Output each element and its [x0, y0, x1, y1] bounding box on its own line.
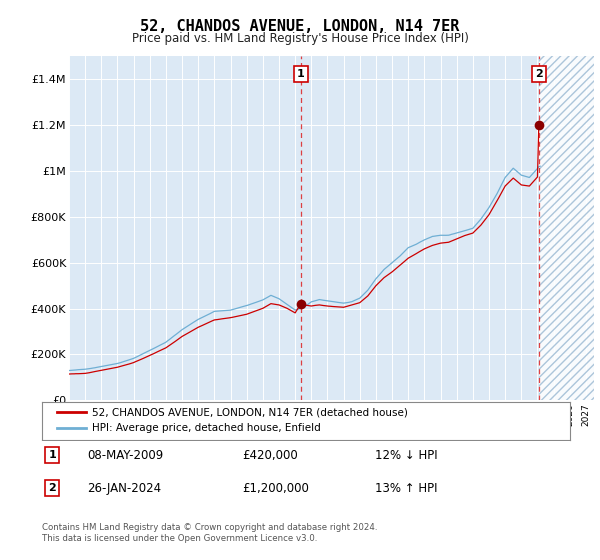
Text: 08-MAY-2009: 08-MAY-2009 [87, 449, 163, 462]
Bar [539, 33, 594, 400]
Text: 26-JAN-2024: 26-JAN-2024 [87, 482, 161, 495]
Text: Price paid vs. HM Land Registry's House Price Index (HPI): Price paid vs. HM Land Registry's House … [131, 31, 469, 45]
Text: 1: 1 [49, 450, 56, 460]
Text: Contains HM Land Registry data © Crown copyright and database right 2024.
This d: Contains HM Land Registry data © Crown c… [42, 524, 377, 543]
Text: 1: 1 [297, 69, 305, 80]
Text: 13% ↑ HPI: 13% ↑ HPI [374, 482, 437, 495]
Text: 52, CHANDOS AVENUE, LONDON, N14 7ER: 52, CHANDOS AVENUE, LONDON, N14 7ER [140, 20, 460, 34]
Legend: 52, CHANDOS AVENUE, LONDON, N14 7ER (detached house), HPI: Average price, detach: 52, CHANDOS AVENUE, LONDON, N14 7ER (det… [52, 404, 412, 437]
Text: £420,000: £420,000 [242, 449, 298, 462]
Text: 12% ↓ HPI: 12% ↓ HPI [374, 449, 437, 462]
Text: 2: 2 [535, 69, 542, 80]
Text: £1,200,000: £1,200,000 [242, 482, 310, 495]
Text: 2: 2 [49, 483, 56, 493]
